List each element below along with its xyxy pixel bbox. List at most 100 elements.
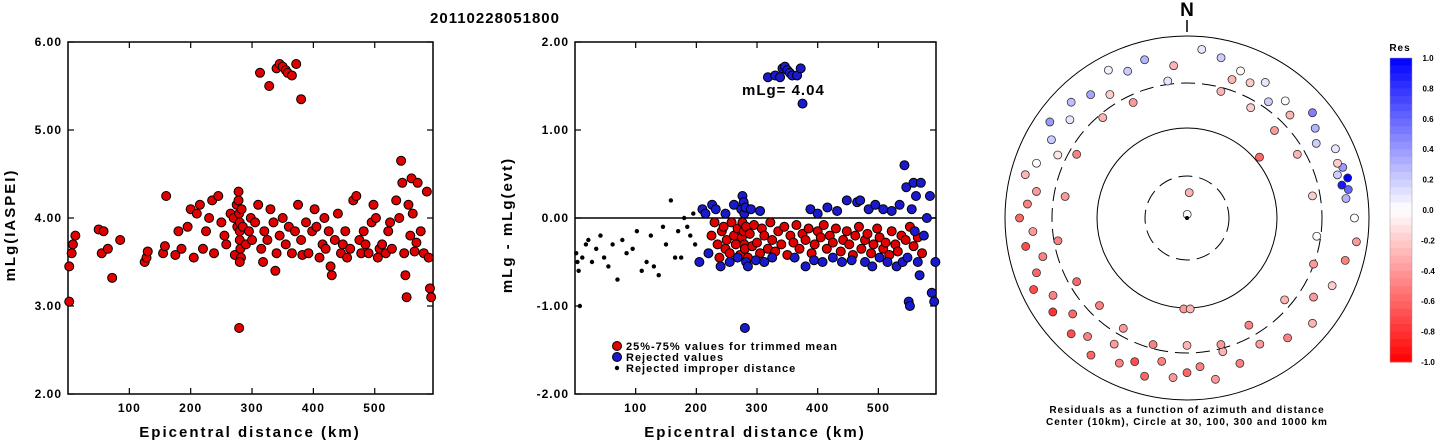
station-point (107, 272, 118, 283)
station-point (280, 239, 291, 250)
trimmed-mean-point (779, 221, 790, 232)
trimmed-mean-point (850, 230, 861, 241)
rejected-point (860, 257, 871, 267)
rejected-point (841, 195, 852, 206)
improper-distance-point (630, 246, 635, 251)
improper-distance-point (678, 255, 684, 260)
station-residual-point (1235, 358, 1245, 368)
station-point (161, 191, 172, 201)
station-point (345, 243, 356, 254)
station-point (409, 246, 420, 257)
station-point (325, 261, 336, 272)
station-residual-point (1032, 158, 1041, 168)
improper-distance-point (660, 224, 666, 229)
colorbar-tick-label: 0.4 (1422, 145, 1434, 154)
station-point (377, 239, 388, 250)
station-residual-point (1244, 320, 1254, 330)
station-point (173, 226, 184, 237)
station-residual-point (1020, 170, 1030, 180)
trimmed-mean-point (709, 217, 720, 228)
trimmed-mean-point (776, 239, 787, 250)
station-point (255, 67, 266, 78)
station-point (396, 155, 407, 166)
station-point (424, 283, 435, 294)
station-residual-point (1311, 138, 1321, 148)
station-point (259, 226, 270, 237)
station-residual-point (1333, 158, 1342, 168)
trimmed-mean-point (908, 241, 919, 252)
station-residual-point (1310, 123, 1320, 133)
station-point (386, 243, 397, 254)
station-point (159, 241, 170, 252)
rejected-point (832, 205, 843, 216)
colorbar-cell (1390, 179, 1412, 188)
station-point (270, 265, 281, 276)
station-point (342, 252, 353, 263)
station-point (412, 177, 423, 188)
left-scatter-plot: 2.00 3.00 4.00 5.00 6.00 100 200 300 400 500 Epi… (2, 35, 437, 441)
station-residual-point (1021, 242, 1031, 251)
station-point (194, 199, 205, 210)
station-point (293, 199, 304, 210)
left-y-tick-label: 5.00 (35, 123, 62, 137)
station-residual-point (1140, 55, 1150, 65)
station-residual-point (1083, 332, 1092, 341)
colorbar-cell (1390, 346, 1412, 355)
station-point (399, 248, 410, 259)
rejected-point (805, 204, 816, 215)
colorbar-tick-label: 0.0 (1422, 206, 1434, 215)
trimmed-mean-point (868, 239, 879, 250)
improper-distance-point (598, 233, 603, 238)
station-residual-point (1350, 213, 1359, 223)
station-residual-point (1065, 115, 1075, 125)
station-point (337, 239, 348, 250)
legend-improper-marker (614, 365, 620, 371)
station-point (360, 239, 371, 250)
station-residual-point (1327, 281, 1337, 291)
colorbar-cell (1390, 217, 1412, 226)
middle-y-tick-label: 1.00 (542, 123, 569, 137)
station-point (236, 204, 247, 215)
station-point (407, 208, 418, 219)
colorbar-cell (1390, 58, 1412, 67)
middle-x-tick-label: 100 (624, 401, 647, 415)
station-residual-point (1045, 117, 1055, 127)
station-residual-point (1184, 188, 1194, 198)
rejected-point (874, 252, 885, 263)
colorbar-cell (1390, 255, 1412, 264)
colorbar-tick-label: 0.2 (1422, 176, 1434, 185)
station-point (209, 248, 219, 259)
trimmed-mean-point (872, 223, 883, 234)
colorbar-cell (1390, 88, 1412, 97)
trimmed-mean-point (744, 228, 755, 239)
colorbar-cell (1390, 73, 1412, 82)
improper-distance-point (580, 255, 585, 260)
rejected-point (694, 257, 705, 267)
improper-distance-point (648, 233, 654, 238)
colorbar-cell (1390, 278, 1412, 287)
rejected-point (912, 257, 923, 267)
station-residual-point (1308, 191, 1317, 201)
station-residual-point (1123, 66, 1133, 76)
colorbar-frame (1389, 57, 1413, 363)
colorbar-cell (1390, 96, 1412, 105)
station-residual-point (1029, 285, 1038, 294)
station-point (233, 186, 244, 197)
colorbar-cell (1390, 232, 1412, 241)
improper-distance-point (606, 264, 611, 269)
trimmed-mean-point (844, 239, 855, 250)
station-point (403, 199, 414, 210)
rejected-point (775, 72, 786, 83)
trimmed-mean-point (759, 230, 770, 241)
legend-rejected-label: Rejected values (626, 352, 724, 364)
rejected-point (822, 202, 833, 213)
station-residual-point (1260, 78, 1270, 87)
rejected-point (906, 204, 917, 215)
station-residual-point (1216, 340, 1226, 349)
station-point (329, 235, 340, 245)
station-residual-point (1182, 368, 1192, 378)
azimuth-distance-plot: N Residuals as a function of azimuth and… (1004, 0, 1370, 428)
improper-distance-point (615, 277, 620, 282)
trimmed-mean-point (721, 235, 732, 245)
station-point (291, 59, 302, 69)
